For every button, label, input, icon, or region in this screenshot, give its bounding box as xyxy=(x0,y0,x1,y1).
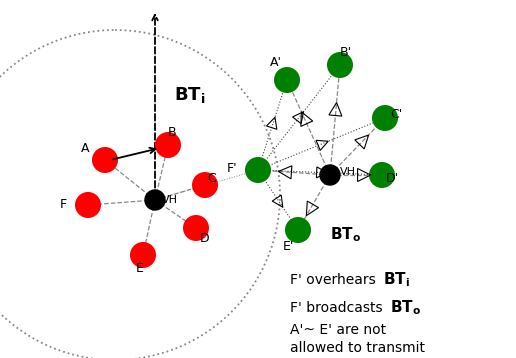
Circle shape xyxy=(183,215,209,241)
Text: $\mathbf{BT_o}$: $\mathbf{BT_o}$ xyxy=(390,299,421,317)
Circle shape xyxy=(92,147,118,173)
Text: C': C' xyxy=(390,108,402,121)
Circle shape xyxy=(372,105,398,131)
Text: F' broadcasts: F' broadcasts xyxy=(290,301,387,315)
Text: F' overhears: F' overhears xyxy=(290,273,380,287)
Text: VH: VH xyxy=(162,195,178,205)
Text: B': B' xyxy=(340,47,352,59)
Text: E': E' xyxy=(282,240,294,252)
Circle shape xyxy=(274,67,300,93)
Text: A': A' xyxy=(270,55,282,68)
Text: D: D xyxy=(200,232,210,245)
Text: $\mathbf{BT_i}$: $\mathbf{BT_i}$ xyxy=(383,271,410,289)
Text: $\mathbf{BT_o}$: $\mathbf{BT_o}$ xyxy=(330,226,361,245)
Circle shape xyxy=(327,52,353,78)
Circle shape xyxy=(285,217,311,243)
Circle shape xyxy=(369,162,395,188)
Text: VH: VH xyxy=(340,167,356,177)
Text: A: A xyxy=(80,141,89,155)
Circle shape xyxy=(320,165,340,185)
Circle shape xyxy=(75,192,101,218)
Text: C: C xyxy=(207,171,216,184)
Circle shape xyxy=(145,190,165,210)
Text: F: F xyxy=(59,198,67,212)
Circle shape xyxy=(130,242,156,268)
Text: F': F' xyxy=(227,161,237,174)
Text: D': D' xyxy=(385,171,398,184)
Text: $\mathbf{BT_i}$: $\mathbf{BT_i}$ xyxy=(174,85,206,105)
Circle shape xyxy=(245,157,271,183)
Text: B: B xyxy=(168,126,176,140)
Text: E: E xyxy=(136,261,144,275)
Circle shape xyxy=(192,172,218,198)
Circle shape xyxy=(155,132,181,158)
Text: A'~ E' are not: A'~ E' are not xyxy=(290,323,386,337)
Text: allowed to transmit: allowed to transmit xyxy=(290,341,425,355)
